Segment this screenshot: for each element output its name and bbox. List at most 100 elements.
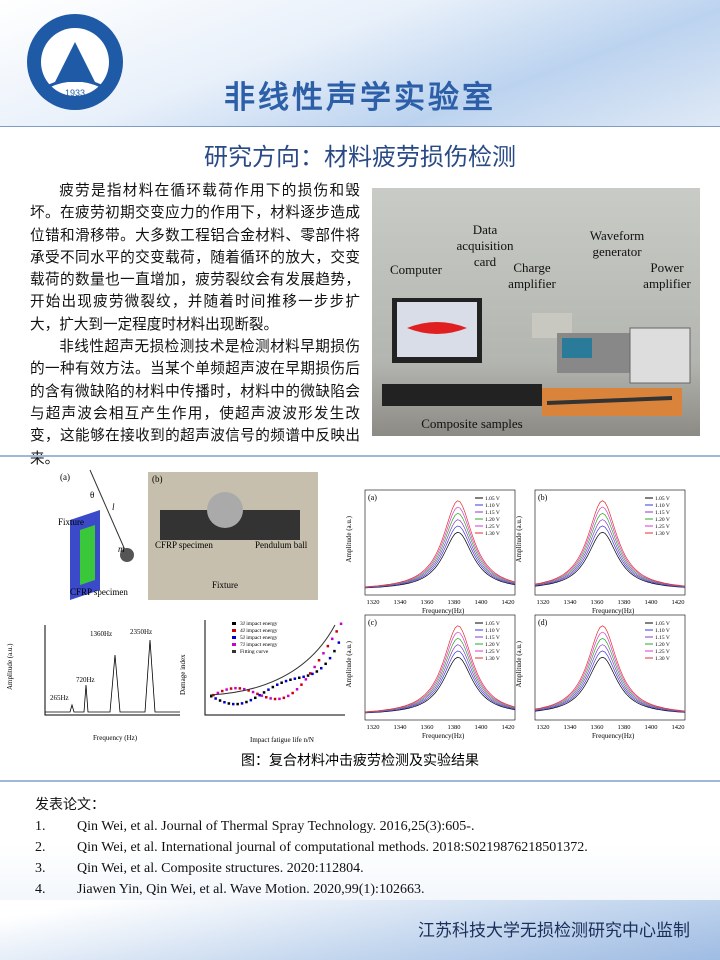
label: 4J impact energy — [240, 628, 278, 634]
label: 1360 — [591, 724, 604, 731]
label: Frequency(Hz) — [592, 607, 635, 615]
label: 1.15 V — [655, 635, 670, 641]
scatter-point — [221, 689, 224, 693]
scatter-point — [251, 690, 255, 694]
scatter-point — [293, 677, 297, 680]
label: 1.10 V — [655, 503, 670, 509]
scatter-point — [256, 692, 259, 696]
scatter-point — [218, 699, 222, 702]
scatter-point — [304, 678, 308, 681]
scatter-point — [269, 697, 272, 700]
label: 3J impact energy — [240, 621, 278, 627]
resonance-curve — [534, 625, 686, 712]
scatter-point — [267, 688, 270, 691]
resonance-curve — [364, 525, 516, 589]
label: θ — [90, 490, 94, 500]
label: 1.25 V — [655, 649, 670, 655]
scatter-point — [337, 641, 341, 644]
label: 1.15 V — [485, 635, 500, 641]
photo-label: Charge amplifier — [508, 260, 556, 291]
scatter-point — [302, 675, 305, 679]
resonance-curve — [534, 650, 686, 713]
label: 1.20 V — [655, 642, 670, 648]
label: 1.25 V — [485, 649, 500, 655]
resonance-curve — [534, 506, 686, 587]
label: 1.05 V — [655, 621, 670, 627]
divider — [0, 455, 720, 457]
pub-text: Jiawen Yin, Qin Wei, et al. Wave Motion.… — [77, 882, 425, 897]
pub-item: 2. Qin Wei, et al. International journal … — [35, 837, 588, 858]
label: 1340 — [564, 724, 577, 731]
resonance-curve — [534, 631, 686, 712]
label: Amplitude (a.u.) — [345, 515, 353, 562]
label: Frequency(Hz) — [592, 732, 635, 740]
label: 1.05 V — [485, 496, 500, 502]
scatter-point — [276, 683, 279, 686]
publications: 发表论文： 1. Qin Wei, et al. Journal of Therma… — [35, 795, 588, 900]
scatter-point — [287, 694, 290, 698]
scatter-point — [216, 691, 220, 695]
scatter-point — [249, 698, 253, 702]
scatter-point — [322, 652, 325, 655]
label: l — [112, 502, 115, 512]
resonance-curve — [534, 500, 686, 587]
label: 2350Hz — [130, 628, 152, 636]
label: 1420 — [502, 724, 515, 731]
subtitle: 研究方向：材料疲劳损伤检测 — [204, 143, 516, 171]
scatter-point — [210, 695, 213, 698]
label: 1380 — [448, 724, 461, 731]
plot-frame — [534, 614, 686, 721]
label: 1400 — [475, 599, 488, 606]
label: 1.10 V — [485, 503, 500, 509]
label: Pendulum ball — [255, 540, 308, 550]
label: 1320 — [537, 724, 550, 731]
label: 1.05 V — [485, 621, 500, 627]
label: 1.30 V — [485, 656, 500, 662]
resonance-curve — [364, 519, 516, 588]
scatter-point — [262, 691, 266, 694]
label: Amplitude (a.u.) — [515, 640, 523, 687]
photo-drawing — [382, 298, 691, 416]
resonance-curve — [364, 631, 516, 713]
label: 1400 — [645, 724, 658, 731]
scatter-point — [289, 678, 292, 682]
label: (b) — [538, 493, 548, 502]
label: 1420 — [672, 599, 685, 606]
scatter-point — [309, 672, 312, 675]
label: 1.15 V — [485, 510, 500, 516]
scatter-point — [306, 674, 310, 677]
pendulum-rod — [89, 469, 126, 551]
scatter-point — [240, 702, 244, 705]
label: 1.10 V — [655, 628, 670, 634]
footer: 江苏科技大学无损检测研究中心监制 — [418, 921, 690, 941]
scatter-point — [254, 696, 257, 700]
figure-caption: 图：复合材料冲击疲劳检测及实验结果 — [241, 753, 479, 769]
scatter-point — [282, 696, 286, 700]
label: 1420 — [672, 724, 685, 731]
label: 1400 — [475, 724, 488, 731]
resonance-curve — [534, 512, 686, 587]
label: 1400 — [645, 599, 658, 606]
scatter-point — [278, 697, 281, 701]
plot-frame — [364, 614, 516, 721]
photo-label: Data acquisition card — [456, 222, 514, 269]
resonance-curve — [534, 525, 686, 588]
label: 1320 — [367, 599, 380, 606]
label: Impact fatigue life n/N — [250, 736, 314, 744]
resonance-curve — [364, 656, 516, 714]
label: (a) — [60, 472, 70, 482]
resonance-curve — [364, 625, 516, 713]
legend-swatch — [232, 636, 236, 639]
label: CFRP specimen — [70, 587, 128, 597]
label: 265Hz — [50, 694, 69, 702]
photo-label: Waveform generator — [589, 228, 645, 259]
label: Fitting curve — [240, 649, 269, 655]
label: 7J impact energy — [240, 642, 278, 648]
scatter-point — [333, 649, 336, 653]
paragraph: 非线性超声无损检测技术是检测材料早期损伤的一种有效方法。当某个单频超声波在早期损… — [30, 338, 360, 467]
label: 1.30 V — [485, 531, 500, 537]
label: 1340 — [394, 599, 407, 606]
scatter-point — [265, 695, 268, 699]
label: 1360 — [421, 599, 434, 606]
